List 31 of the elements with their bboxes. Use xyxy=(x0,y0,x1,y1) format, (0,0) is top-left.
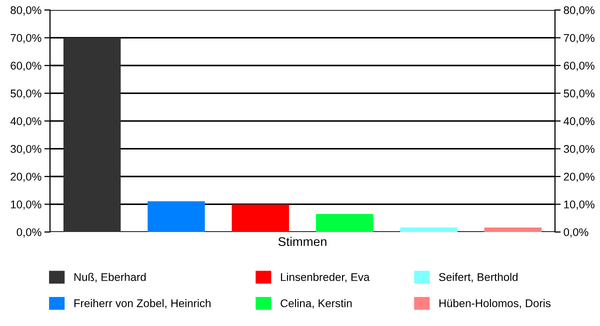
y-tick-label: 0,0% xyxy=(16,228,42,238)
y-tick-label: 80,0% xyxy=(10,6,42,16)
bar xyxy=(400,228,458,232)
text: 20,0% xyxy=(564,172,594,182)
text: 50,0% xyxy=(564,90,594,99)
legend-label: Seifert, Berthold xyxy=(439,272,518,282)
y-tick-label: 20,0% xyxy=(10,172,42,182)
y-tick-label: 60,0% xyxy=(10,62,42,71)
text: 80,0% xyxy=(564,6,594,16)
text: 30,0% xyxy=(564,145,594,154)
text: 10,0% xyxy=(564,200,594,210)
legend-label: Celina, Kerstin xyxy=(280,299,352,308)
legend-label: Linsenbreder, Eva xyxy=(281,272,370,282)
legend-label: Nuß, Eberhard xyxy=(74,272,146,282)
bar xyxy=(63,38,121,232)
y-tick-label: 10,0% xyxy=(11,200,42,210)
y-tick-label: 50,0% xyxy=(10,90,42,99)
y-tick-label: 70,0% xyxy=(10,34,42,44)
bar xyxy=(484,228,542,232)
bar xyxy=(148,201,205,232)
bar xyxy=(232,204,290,232)
y-tick-label: 40,0% xyxy=(10,117,42,126)
legend-label: Freiherr von Zobel, Heinrich xyxy=(74,299,210,308)
text: 40,0% xyxy=(564,117,594,126)
x-tick-label: Stimmen xyxy=(278,236,326,246)
y-tick-label: 30,0% xyxy=(10,145,42,154)
text: 70,0% xyxy=(564,34,594,44)
bar xyxy=(316,214,374,232)
text: 0,0% xyxy=(564,228,588,238)
legend-label: Hüben-Holomos, Doris xyxy=(439,299,551,308)
text: 60,0% xyxy=(564,62,594,71)
